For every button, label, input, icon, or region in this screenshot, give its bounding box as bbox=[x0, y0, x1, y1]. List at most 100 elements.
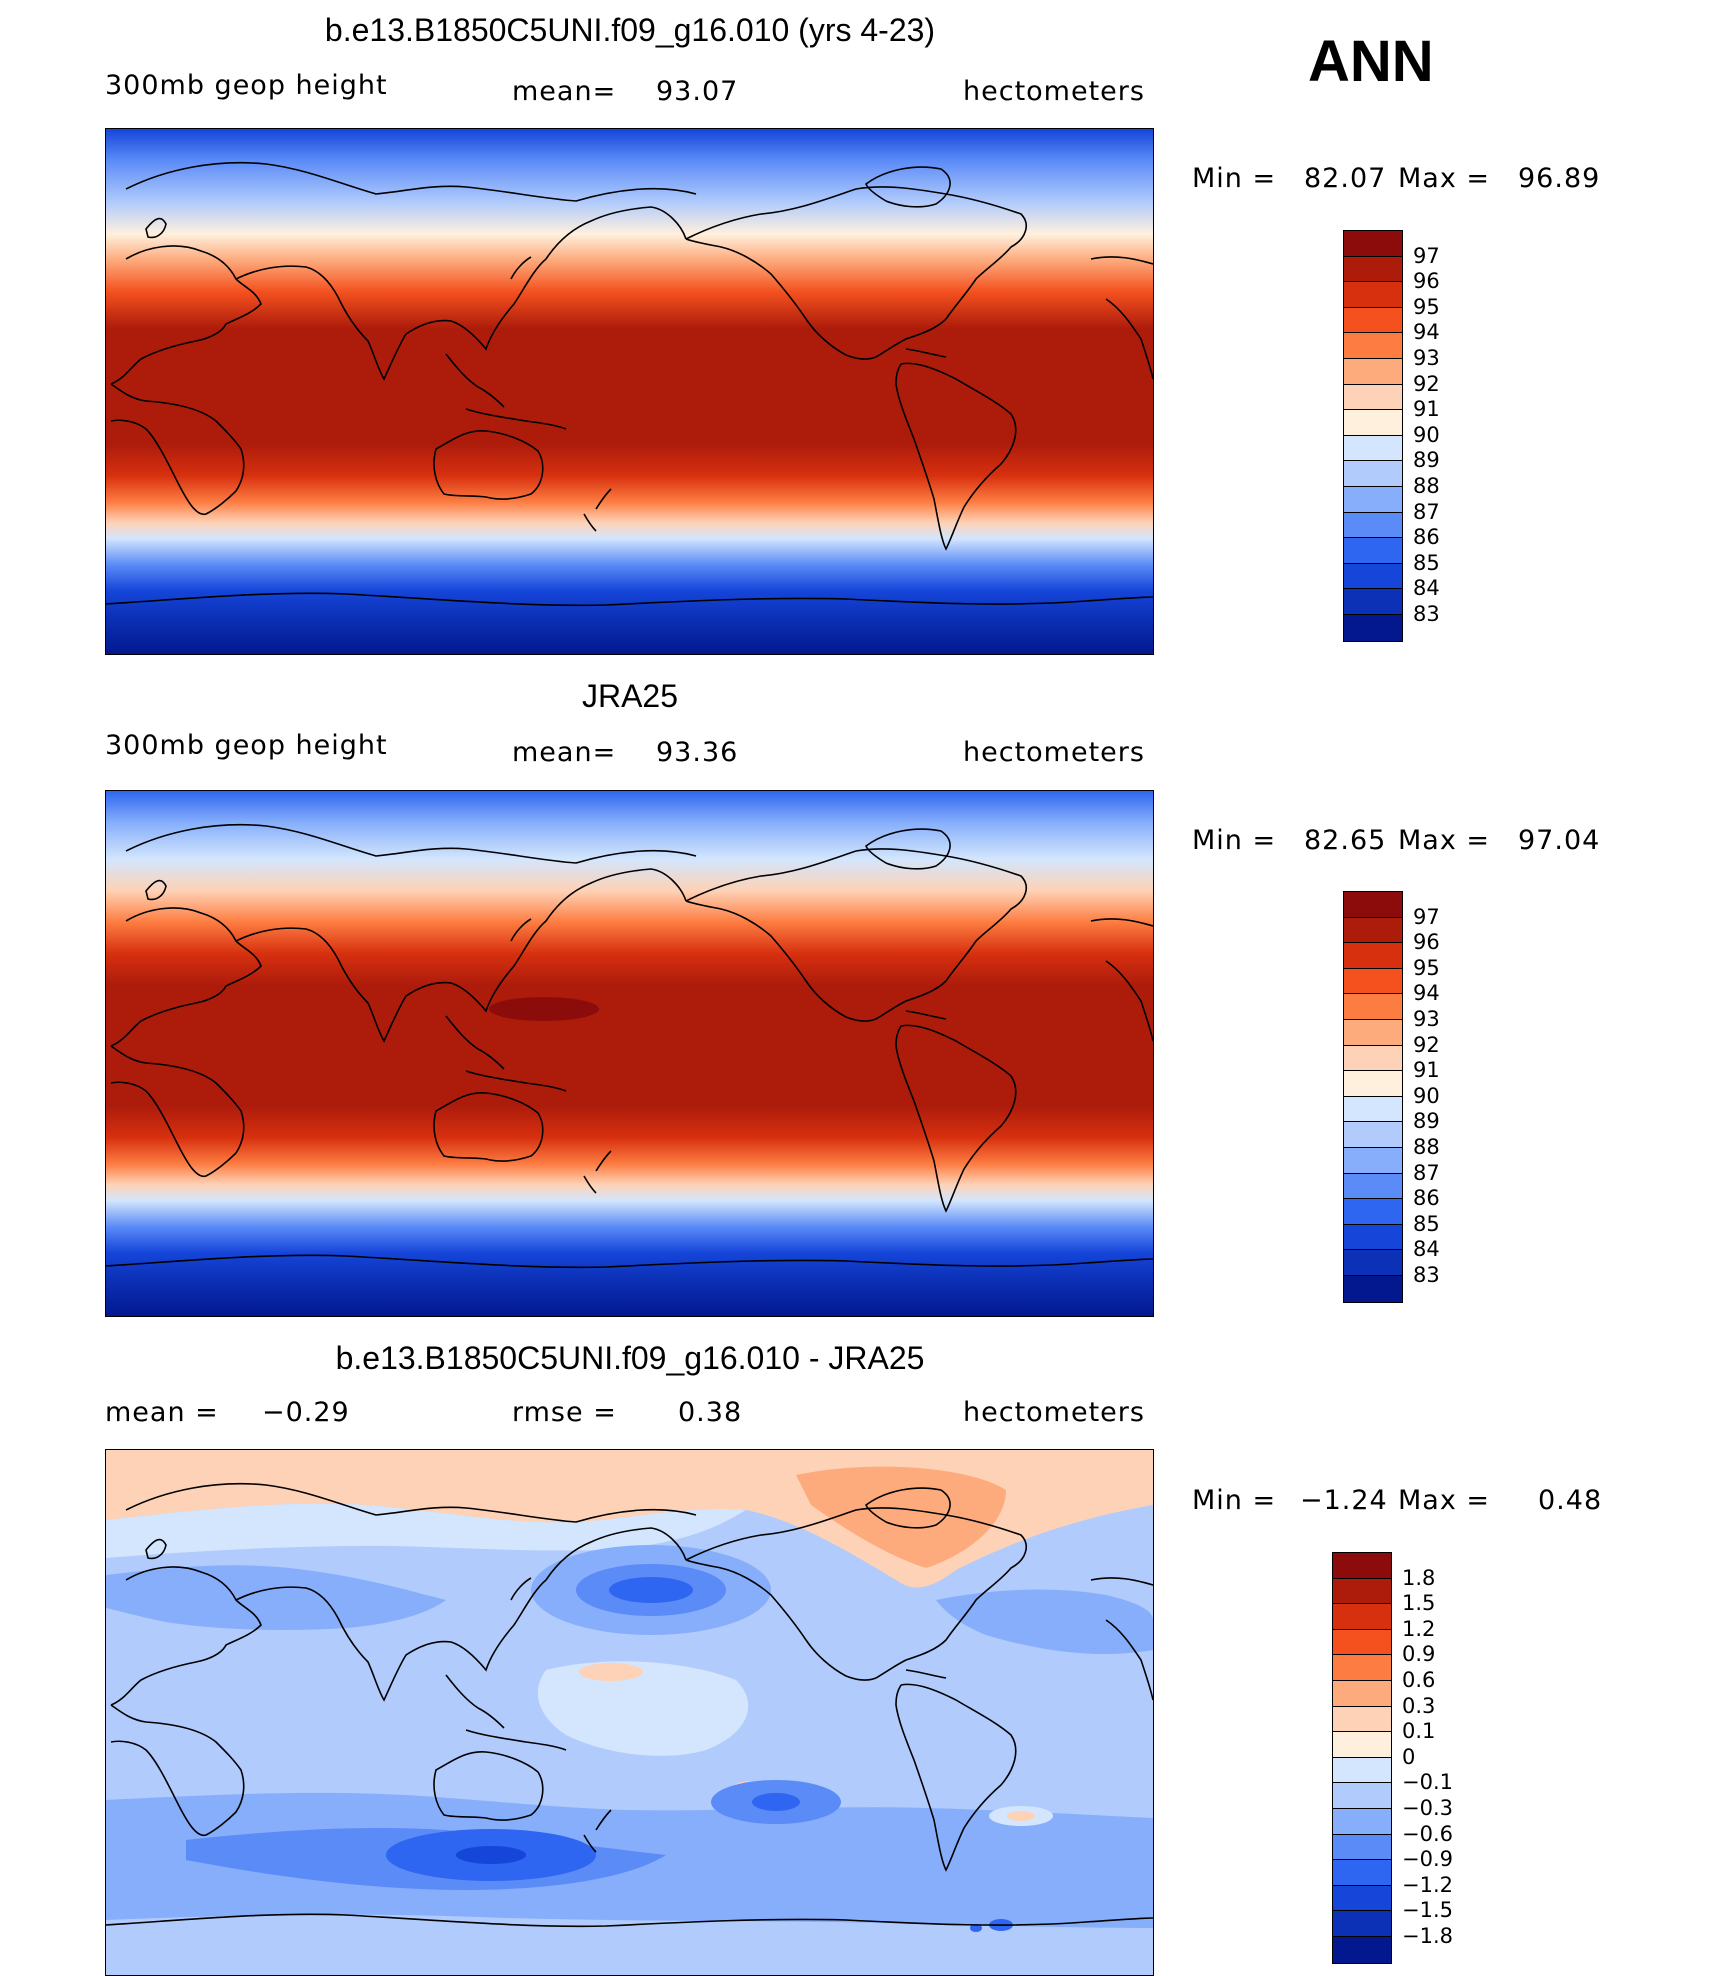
colorbar-tick-label: 84 bbox=[1413, 576, 1440, 601]
colorbar-tick-label: 92 bbox=[1413, 371, 1440, 396]
colorbar-tick-label: 87 bbox=[1413, 1160, 1440, 1185]
colorbar-swatch bbox=[1344, 461, 1402, 487]
colorbar-swatch bbox=[1333, 1629, 1391, 1656]
colorbar-tick-label: 97 bbox=[1413, 243, 1440, 268]
season-label: ANN bbox=[1308, 29, 1434, 94]
colorbar-tick-label: 1.2 bbox=[1402, 1616, 1436, 1641]
colorbar-tick-label: 95 bbox=[1413, 294, 1440, 319]
panel-1-mean-value: 93.07 bbox=[656, 76, 739, 107]
colorbar-swatch bbox=[1344, 1096, 1402, 1123]
panel-1-map bbox=[105, 128, 1154, 655]
colorbar-tick-label: 86 bbox=[1413, 525, 1440, 550]
colorbar-swatch bbox=[1344, 1275, 1402, 1302]
colorbar-swatch bbox=[1333, 1860, 1391, 1886]
colorbar-swatch bbox=[1344, 917, 1402, 944]
colorbar-tick-label: 89 bbox=[1413, 448, 1440, 473]
colorbar-swatch bbox=[1333, 1911, 1391, 1937]
colorbar-swatch bbox=[1333, 1604, 1391, 1630]
colorbar-swatch bbox=[1333, 1553, 1391, 1579]
colorbar-swatch bbox=[1344, 435, 1402, 462]
colorbar-swatch bbox=[1333, 1783, 1391, 1809]
colorbar-tick-label: 1.8 bbox=[1402, 1565, 1436, 1590]
panel-1-min-value: 82.07 bbox=[1304, 163, 1387, 194]
panel-3-title: b.e13.B1850C5UNI.f09_g16.010 - JRA25 bbox=[335, 1340, 925, 1376]
panel-3-rmse-value: 0.38 bbox=[678, 1397, 743, 1428]
panel-3-map bbox=[105, 1449, 1154, 1976]
colorbar-tick-label: 0.6 bbox=[1402, 1668, 1436, 1692]
colorbar-tick-label: −0.1 bbox=[1402, 1770, 1453, 1795]
colorbar-tick-label: −1.5 bbox=[1402, 1898, 1453, 1923]
panel-3-min-value: −1.24 bbox=[1300, 1485, 1388, 1516]
colorbar-swatch bbox=[1344, 333, 1402, 359]
colorbar-swatch bbox=[1344, 1147, 1402, 1174]
panel-3-colorbar bbox=[1332, 1552, 1392, 1964]
panel-2-max-value: 97.04 bbox=[1518, 825, 1601, 856]
colorbar-swatch bbox=[1344, 512, 1402, 539]
colorbar-tick-label: 86 bbox=[1413, 1186, 1440, 1211]
colorbar-tick-label: 87 bbox=[1413, 499, 1440, 524]
panel-2-mean-label: mean= bbox=[512, 737, 617, 768]
colorbar-tick-label: 0.9 bbox=[1402, 1642, 1436, 1667]
colorbar-swatch bbox=[1333, 1732, 1391, 1758]
colorbar-swatch bbox=[1344, 1173, 1402, 1200]
colorbar-tick-label: 93 bbox=[1413, 346, 1440, 370]
colorbar-tick-label: 96 bbox=[1413, 930, 1440, 955]
colorbar-tick-label: 83 bbox=[1413, 602, 1440, 626]
panel-3-min-label: Min = bbox=[1192, 1485, 1277, 1516]
panel-1-colorbar bbox=[1343, 230, 1403, 642]
panel-3-map-svg bbox=[106, 1450, 1153, 1975]
colorbar-tick-label: 90 bbox=[1413, 1083, 1440, 1108]
colorbar-tick-label: −0.9 bbox=[1402, 1847, 1453, 1872]
panel-1-min-label: Min = bbox=[1192, 163, 1277, 194]
panel-3-mean-value: −0.29 bbox=[262, 1397, 350, 1428]
colorbar-swatch bbox=[1344, 1122, 1402, 1148]
colorbar-tick-label: 85 bbox=[1413, 1211, 1440, 1236]
colorbar-swatch bbox=[1344, 1045, 1402, 1072]
colorbar-tick-label: −1.8 bbox=[1402, 1924, 1453, 1948]
colorbar-tick-label: 92 bbox=[1413, 1032, 1440, 1057]
colorbar-tick-label: 94 bbox=[1413, 981, 1440, 1006]
colorbar-swatch bbox=[1344, 994, 1402, 1020]
colorbar-tick-label: 88 bbox=[1413, 474, 1440, 498]
panel-1-mean-label: mean= bbox=[512, 76, 617, 107]
panel-2-min-label: Min = bbox=[1192, 825, 1277, 856]
colorbar-tick-label: 90 bbox=[1413, 422, 1440, 447]
colorbar-tick-label: 84 bbox=[1413, 1237, 1440, 1262]
panel-3-mean-label: mean = bbox=[105, 1397, 219, 1428]
panel-2-map-svg bbox=[106, 791, 1153, 1316]
colorbar-swatch bbox=[1333, 1808, 1391, 1835]
colorbar-swatch bbox=[1344, 1071, 1402, 1097]
colorbar-tick-label: 91 bbox=[1413, 397, 1440, 422]
panel-2-min-value: 82.65 bbox=[1304, 825, 1387, 856]
panel-2-map bbox=[105, 790, 1154, 1317]
colorbar-tick-label: 1.5 bbox=[1402, 1591, 1436, 1616]
colorbar-swatch bbox=[1344, 1019, 1402, 1046]
colorbar-swatch bbox=[1333, 1655, 1391, 1681]
colorbar-swatch bbox=[1344, 563, 1402, 590]
colorbar-tick-label: 93 bbox=[1413, 1007, 1440, 1031]
colorbar-tick-label: 96 bbox=[1413, 269, 1440, 294]
colorbar-swatch bbox=[1344, 384, 1402, 411]
colorbar-swatch bbox=[1333, 1936, 1391, 1963]
panel-2-units: hectometers bbox=[963, 737, 1145, 768]
panel-1-max-label: Max = bbox=[1398, 163, 1491, 194]
colorbar-swatch bbox=[1344, 1250, 1402, 1276]
panel-1-units: hectometers bbox=[963, 76, 1145, 107]
colorbar-tick-label: 85 bbox=[1413, 550, 1440, 575]
panel-2-mean-value: 93.36 bbox=[656, 737, 739, 768]
colorbar-swatch bbox=[1333, 1885, 1391, 1912]
colorbar-tick-label: 88 bbox=[1413, 1135, 1440, 1159]
panel-2-title: JRA25 bbox=[581, 678, 679, 714]
colorbar-tick-label: −0.3 bbox=[1402, 1796, 1453, 1820]
colorbar-swatch bbox=[1344, 486, 1402, 513]
colorbar-swatch bbox=[1344, 614, 1402, 641]
colorbar-swatch bbox=[1344, 589, 1402, 615]
panel-3-rmse-label: rmse = bbox=[512, 1397, 617, 1428]
colorbar-swatch bbox=[1344, 1199, 1402, 1225]
colorbar-swatch bbox=[1344, 256, 1402, 283]
colorbar-tick-label: 91 bbox=[1413, 1058, 1440, 1083]
panel-2-max-label: Max = bbox=[1398, 825, 1491, 856]
colorbar-swatch bbox=[1333, 1834, 1391, 1861]
panel-3-max-label: Max = bbox=[1398, 1485, 1491, 1516]
panel-1-title: b.e13.B1850C5UNI.f09_g16.010 (yrs 4-23) bbox=[324, 12, 936, 48]
